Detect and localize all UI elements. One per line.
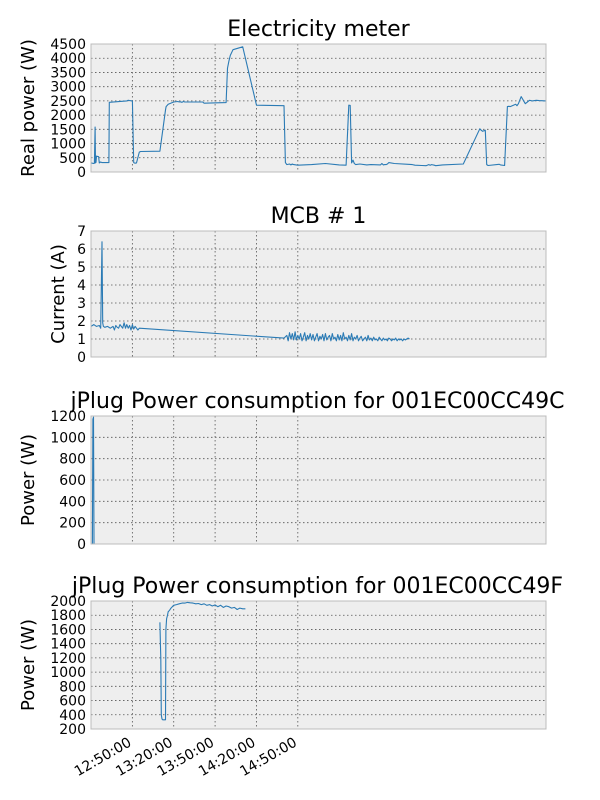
y-tick-label: 5 <box>77 260 86 276</box>
y-tick-label: 800 <box>59 452 86 468</box>
y-tick-label: 6 <box>77 242 86 258</box>
y-tick-label: 500 <box>59 151 86 167</box>
y-tick-label: 800 <box>59 679 86 695</box>
y-tick-label: 1000 <box>50 665 86 681</box>
y-tick-label: 1200 <box>50 409 86 425</box>
y-tick-label: 2000 <box>50 108 86 124</box>
y-tick-label: 1400 <box>50 637 86 653</box>
chart-panel-4: 200400600800100012001400160018002000jPlu… <box>18 574 563 738</box>
y-tick-label: 4000 <box>50 51 86 67</box>
chart-title: jPlug Power consumption for 001EC00CC49C <box>70 389 565 414</box>
y-tick-label: 1 <box>77 332 86 348</box>
y-tick-label: 200 <box>59 722 86 738</box>
y-tick-label: 1800 <box>50 608 86 624</box>
y-tick-label: 400 <box>59 494 86 510</box>
data-series-line <box>90 241 410 342</box>
y-tick-label: 1600 <box>50 622 86 638</box>
y-tick-label: 7 <box>77 224 86 240</box>
y-tick-label: 600 <box>59 473 86 489</box>
y-tick-label: 1000 <box>50 430 86 446</box>
y-tick-label: 200 <box>59 516 86 532</box>
y-tick-label: 4 <box>77 278 86 294</box>
y-tick-label: 0 <box>77 165 86 181</box>
y-axis-label: Current (A) <box>48 244 69 344</box>
y-axis-label: Power (W) <box>18 619 39 711</box>
y-axis-label: Power (W) <box>18 434 39 526</box>
y-tick-label: 4500 <box>50 37 86 53</box>
y-tick-label: 2000 <box>50 594 86 610</box>
y-tick-label: 2500 <box>50 94 86 110</box>
y-tick-label: 1500 <box>50 122 86 138</box>
axes-frame <box>90 600 547 730</box>
axes-frame <box>90 43 547 173</box>
y-tick-label: 2 <box>77 314 86 330</box>
y-tick-label: 600 <box>59 694 86 710</box>
chart-title: jPlug Power consumption for 001EC00CC49F <box>71 574 563 599</box>
plot-area <box>91 416 546 544</box>
y-tick-label: 400 <box>59 708 86 724</box>
y-axis-label: Real power (W) <box>18 39 39 177</box>
chart-title: MCB # 1 <box>271 204 367 229</box>
y-tick-label: 3000 <box>50 80 86 96</box>
chart-panel-2: 0 1 2 3 4 5 6 7 MCB # 1 Current (A) <box>48 204 547 366</box>
y-tick-label: 0 <box>77 350 86 366</box>
plot-area <box>91 601 546 729</box>
y-tick-label: 0 <box>77 537 86 553</box>
plot-area <box>91 231 546 357</box>
chart-title: Electricity meter <box>227 17 410 42</box>
y-tick-label: 1000 <box>50 137 86 153</box>
data-series-line <box>159 601 246 721</box>
axes-frame <box>90 415 547 545</box>
y-tick-label: 1200 <box>50 651 86 667</box>
data-series-line <box>90 46 547 167</box>
plot-area <box>91 44 546 172</box>
y-tick-label: 3 <box>77 296 86 312</box>
y-tick-label: 3500 <box>50 65 86 81</box>
axes-frame <box>90 230 547 358</box>
